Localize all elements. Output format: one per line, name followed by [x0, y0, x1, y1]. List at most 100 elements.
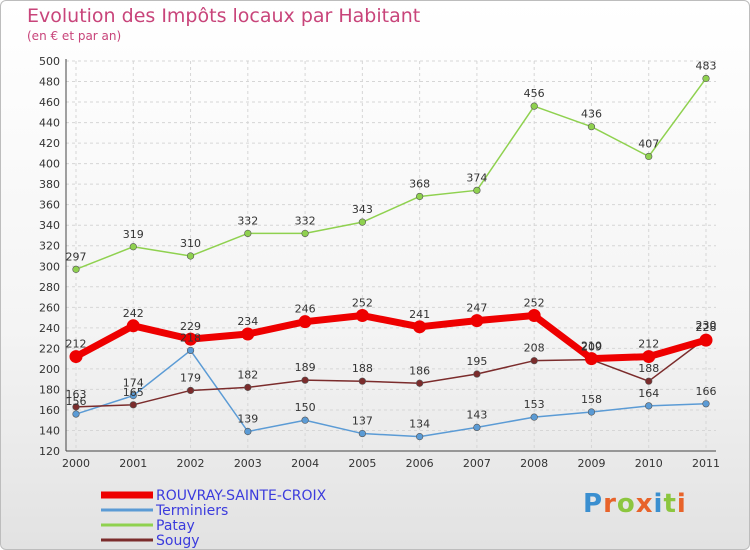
data-point-terminiers [702, 400, 710, 408]
data-label-rouvray-sainte-croix: 252 [524, 297, 545, 310]
y-tick-label: 280 [39, 281, 60, 294]
series-line-terminiers [75, 349, 707, 438]
data-label-sougy: 186 [409, 364, 430, 377]
series-line-patay [75, 78, 707, 271]
data-label-terminiers: 164 [638, 387, 659, 400]
data-label-terminiers: 137 [352, 415, 373, 428]
data-label-rouvray-sainte-croix: 242 [123, 307, 144, 320]
data-label-patay: 343 [352, 203, 373, 216]
data-label-sougy: 209 [581, 341, 602, 354]
logo-letter: i [653, 489, 664, 519]
x-tick-label: 2000 [62, 457, 90, 470]
data-point-rouvray-sainte-croix [413, 320, 427, 334]
data-point-sougy [358, 377, 366, 385]
chart-subtitle: (en € et par an) [27, 29, 122, 43]
y-tick-label: 360 [39, 199, 60, 212]
data-point-terminiers [72, 410, 80, 418]
data-label-terminiers: 166 [696, 385, 717, 398]
data-label-patay: 436 [581, 108, 602, 121]
data-label-terminiers: 150 [295, 401, 316, 414]
data-label-patay: 374 [466, 171, 487, 184]
data-label-patay: 368 [409, 177, 430, 190]
legend-label-patay: Patay [156, 518, 195, 534]
data-label-sougy: 188 [638, 362, 659, 375]
y-tick-label: 480 [39, 76, 60, 89]
data-label-patay: 319 [123, 228, 144, 241]
x-tick-label: 2003 [234, 457, 262, 470]
data-point-terminiers [530, 413, 538, 421]
x-tick-label: 2009 [577, 457, 605, 470]
data-label-rouvray-sainte-croix: 252 [352, 297, 373, 310]
data-label-terminiers: 134 [409, 418, 430, 431]
data-point-sougy [72, 403, 80, 411]
data-label-patay: 310 [180, 237, 201, 250]
logo-letter: i [676, 489, 687, 519]
data-point-rouvray-sainte-croix [184, 332, 198, 346]
data-point-rouvray-sainte-croix [241, 327, 255, 341]
y-tick-label: 260 [39, 301, 60, 314]
legend-label-sougy: Sougy [156, 533, 200, 549]
data-point-terminiers [587, 408, 596, 416]
data-label-terminiers: 174 [123, 377, 144, 390]
data-point-rouvray-sainte-croix [642, 350, 656, 364]
y-tick-label: 400 [39, 158, 60, 171]
x-tick-label: 2002 [177, 457, 205, 470]
series-line-rouvray-sainte-croix [74, 312, 707, 363]
data-label-terminiers: 153 [524, 398, 545, 411]
data-label-terminiers: 156 [66, 395, 87, 408]
data-label-sougy: 208 [524, 342, 545, 355]
data-point-rouvray-sainte-croix [470, 314, 484, 328]
logo-letter: r [603, 489, 617, 519]
data-point-patay [358, 218, 366, 226]
data-point-sougy [301, 376, 309, 384]
y-tick-label: 320 [39, 240, 60, 253]
data-label-rouvray-sainte-croix: 212 [66, 338, 87, 351]
data-label-sougy: 163 [66, 388, 87, 401]
y-tick-label: 420 [39, 137, 60, 150]
y-tick-label: 180 [39, 383, 60, 396]
data-label-rouvray-sainte-croix: 241 [409, 308, 430, 321]
data-point-patay [473, 186, 481, 194]
data-point-terminiers [186, 346, 195, 355]
y-tick-label: 140 [39, 424, 60, 437]
data-point-rouvray-sainte-croix [699, 333, 713, 347]
y-tick-label: 120 [39, 445, 60, 458]
y-tick-label: 500 [39, 55, 60, 68]
data-label-sougy: 195 [466, 355, 487, 368]
x-tick-label: 2001 [119, 457, 147, 470]
data-label-sougy: 189 [295, 361, 316, 374]
data-label-rouvray-sainte-croix: 210 [581, 340, 602, 353]
data-point-terminiers [416, 433, 424, 441]
logo-letter: o [616, 489, 636, 519]
proxiti-logo: Proxiti [583, 489, 687, 519]
data-label-rouvray-sainte-croix: 246 [295, 303, 316, 316]
data-point-rouvray-sainte-croix [126, 319, 140, 333]
data-label-patay: 456 [524, 87, 545, 100]
data-point-sougy [530, 357, 538, 365]
data-point-sougy [186, 386, 195, 395]
data-point-terminiers [645, 402, 653, 410]
legend-label-rouvray-sainte-croix: ROUVRAY-SAINTE-CROIX [156, 488, 327, 504]
data-label-sougy: 188 [352, 362, 373, 375]
data-point-sougy [416, 379, 424, 387]
y-tick-label: 200 [39, 363, 60, 376]
data-point-sougy [129, 401, 137, 409]
data-point-patay [416, 192, 424, 201]
data-label-rouvray-sainte-croix: 247 [466, 302, 487, 315]
data-point-patay [129, 243, 137, 251]
data-label-rouvray-sainte-croix: 228 [696, 321, 717, 334]
data-label-terminiers: 139 [237, 413, 258, 426]
series-line-sougy [75, 337, 707, 408]
data-label-patay: 332 [237, 214, 258, 227]
logo-letter: P [583, 489, 604, 519]
data-label-sougy: 165 [123, 386, 144, 399]
y-tick-label: 160 [39, 404, 60, 417]
data-point-rouvray-sainte-croix [584, 352, 598, 366]
data-point-patay [530, 102, 538, 110]
data-label-patay: 483 [696, 59, 717, 72]
data-point-terminiers [473, 423, 481, 431]
x-tick-label: 2007 [463, 457, 491, 470]
data-point-sougy [473, 370, 481, 378]
